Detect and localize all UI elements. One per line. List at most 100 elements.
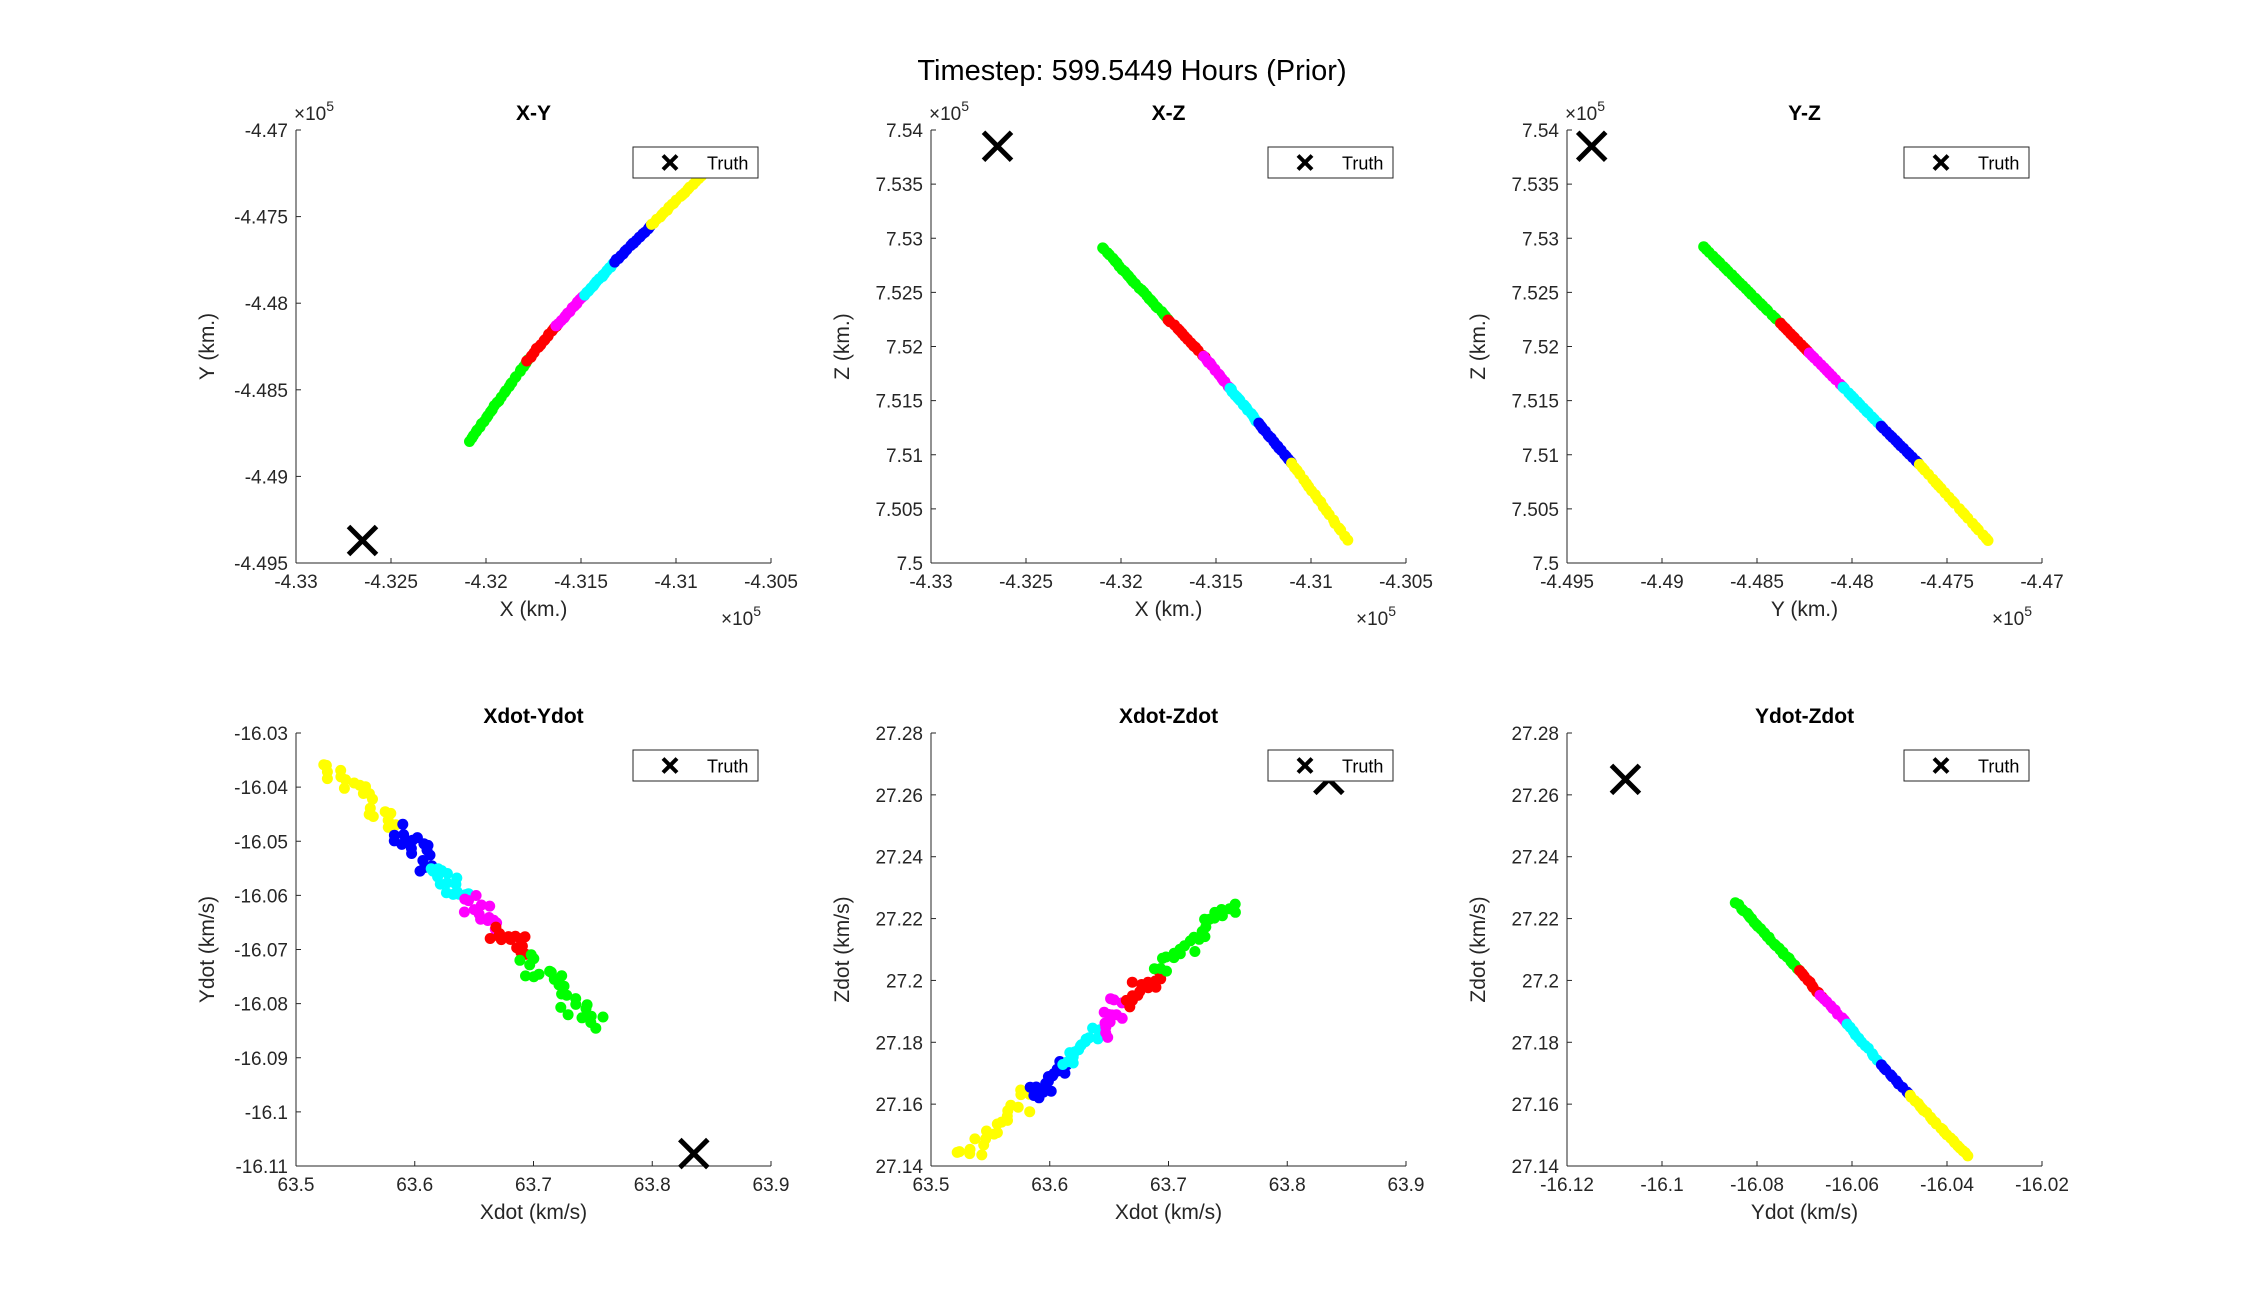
- truth-marker: [1609, 763, 1642, 796]
- x-tick-label: 63.8: [1269, 1175, 1306, 1196]
- truth-marker-stroke: [981, 130, 1014, 163]
- point-green: [1229, 906, 1241, 918]
- point-yellow: [976, 1149, 988, 1161]
- y-tick-label: 7.51: [1522, 446, 1559, 467]
- point-yellow: [338, 782, 350, 794]
- point-magenta: [458, 906, 470, 918]
- y-tick-label: -4.47: [245, 121, 288, 142]
- subplot-4: 63.5 63.6 63.7 63.8 63.9 -16.11 -16.1 -16.09 -16…: [196, 705, 789, 1224]
- point-blue: [397, 818, 409, 830]
- legend-label: Truth: [1978, 757, 2019, 777]
- point-yellow: [340, 774, 352, 786]
- x-tick-label: -16.08: [1730, 1175, 1784, 1196]
- legend-label: Truth: [1342, 154, 1383, 174]
- y-tick-label: 7.505: [1511, 500, 1559, 521]
- y-tick-label: 27.16: [875, 1095, 923, 1116]
- point-green: [561, 989, 573, 1001]
- point-green: [570, 998, 582, 1010]
- legend-truth-marker: [1296, 757, 1314, 774]
- y-tick-label: 27.26: [1511, 786, 1559, 807]
- point-yellow: [991, 1127, 1003, 1139]
- truth-marker: [1575, 130, 1608, 163]
- y-tick-label: 7.525: [1511, 283, 1559, 304]
- legend-truth-marker: [1932, 757, 1950, 774]
- point-red: [484, 933, 496, 944]
- point-yellow: [321, 773, 333, 785]
- x-tick-label: -4.325: [999, 572, 1053, 593]
- y-tick-label: 27.28: [1511, 724, 1559, 745]
- point-yellow: [1962, 1150, 1974, 1162]
- subplot-title: Xdot-Ydot: [483, 705, 583, 728]
- truth-marker: [678, 1137, 710, 1170]
- y-tick-label: 7.52: [1522, 338, 1559, 359]
- y-tick-label: -16.07: [234, 941, 288, 962]
- y-tick-label: 7.5: [1533, 554, 1559, 575]
- scatter-points: [951, 898, 1241, 1161]
- point-magenta: [484, 900, 496, 912]
- truth-marker-stroke: [678, 1137, 710, 1170]
- legend: Truth: [1267, 146, 1394, 179]
- y-tick-label: -16.05: [234, 832, 288, 853]
- point-blue: [1059, 1067, 1071, 1079]
- y-axis-label: Z (km.): [1467, 313, 1490, 379]
- y-tick-label: 7.52: [886, 338, 923, 359]
- x-tick-label: -4.495: [1540, 572, 1594, 593]
- legend: Truth: [1903, 146, 2030, 179]
- subplot-5: 63.5 63.6 63.7 63.8 63.927.1427.1627.1827.22…: [831, 705, 1424, 1224]
- subplot-6: -16.12 -16.1 -16.08 -16.06 -16.04 -16.02 27.14…: [1467, 705, 2069, 1224]
- y-tick-label: 7.54: [886, 121, 923, 142]
- x-tick-label: 63.8: [634, 1175, 671, 1196]
- point-green: [1229, 898, 1241, 910]
- point-yellow: [1012, 1101, 1024, 1113]
- y-tick-label: 7.515: [1511, 392, 1559, 413]
- x-tick-label: 63.5: [278, 1175, 315, 1196]
- x-tick-label: 63.9: [1388, 1175, 1425, 1196]
- y-tick-label: -4.485: [234, 381, 288, 402]
- y-tick-label: -4.495: [234, 554, 288, 575]
- point-yellow: [954, 1146, 965, 1158]
- point-yellow: [367, 811, 379, 822]
- subplot-title: Xdot-Zdot: [1119, 705, 1218, 728]
- point-green: [590, 1022, 602, 1034]
- y-tick-label: 7.535: [1511, 175, 1559, 196]
- point-yellow: [1342, 534, 1354, 546]
- x-tick-label: -4.48: [1830, 572, 1873, 593]
- y-exponent-value: 5: [326, 98, 334, 114]
- y-tick-label: 27.14: [875, 1157, 923, 1178]
- point-green: [533, 968, 545, 980]
- x-tick-label: 63.7: [515, 1175, 552, 1196]
- x-axis-label: Xdot (km/s): [1115, 1201, 1222, 1224]
- y-exponent-value: 5: [961, 98, 969, 114]
- point-magenta: [470, 890, 482, 901]
- legend-box: [1903, 749, 2030, 782]
- y-tick-label: -16.03: [234, 724, 288, 745]
- x-tick-label: -4.31: [654, 572, 697, 593]
- x-exponent-value: 5: [2024, 603, 2032, 619]
- x-tick-label: -4.47: [2020, 572, 2063, 593]
- y-tick-label: -16.08: [234, 995, 288, 1016]
- point-cyan: [441, 877, 453, 889]
- x-tick-label: -16.02: [2015, 1175, 2069, 1196]
- y-tick-label: 7.535: [875, 175, 923, 196]
- x-tick-label: -4.33: [909, 572, 952, 593]
- point-green: [1189, 946, 1201, 957]
- point-yellow: [1982, 535, 1994, 546]
- y-tick-label: 27.26: [875, 786, 923, 807]
- y-tick-label: 27.22: [875, 910, 923, 931]
- subplot-2: -4.33 -4.325 -4.32 -4.315 -4.31 -4.305 7.5 7.50…: [831, 98, 1433, 630]
- x-axis-label: Xdot (km/s): [480, 1201, 587, 1224]
- y-tick-label: 27.16: [1511, 1095, 1559, 1116]
- point-green: [514, 954, 526, 966]
- y-tick-label: 7.515: [875, 392, 923, 413]
- point-blue: [396, 838, 408, 850]
- y-tick-label: -16.11: [236, 1157, 288, 1178]
- y-tick-label: -16.09: [234, 1049, 288, 1070]
- x-tick-label: 63.9: [753, 1175, 790, 1196]
- legend-label: Truth: [1342, 757, 1383, 777]
- y-tick-label: 27.2: [886, 971, 923, 992]
- x-tick-label: -16.06: [1825, 1175, 1879, 1196]
- y-exponent-value: 5: [1597, 98, 1605, 114]
- y-tick-label: 27.28: [875, 724, 923, 745]
- truth-marker-stroke: [346, 524, 379, 557]
